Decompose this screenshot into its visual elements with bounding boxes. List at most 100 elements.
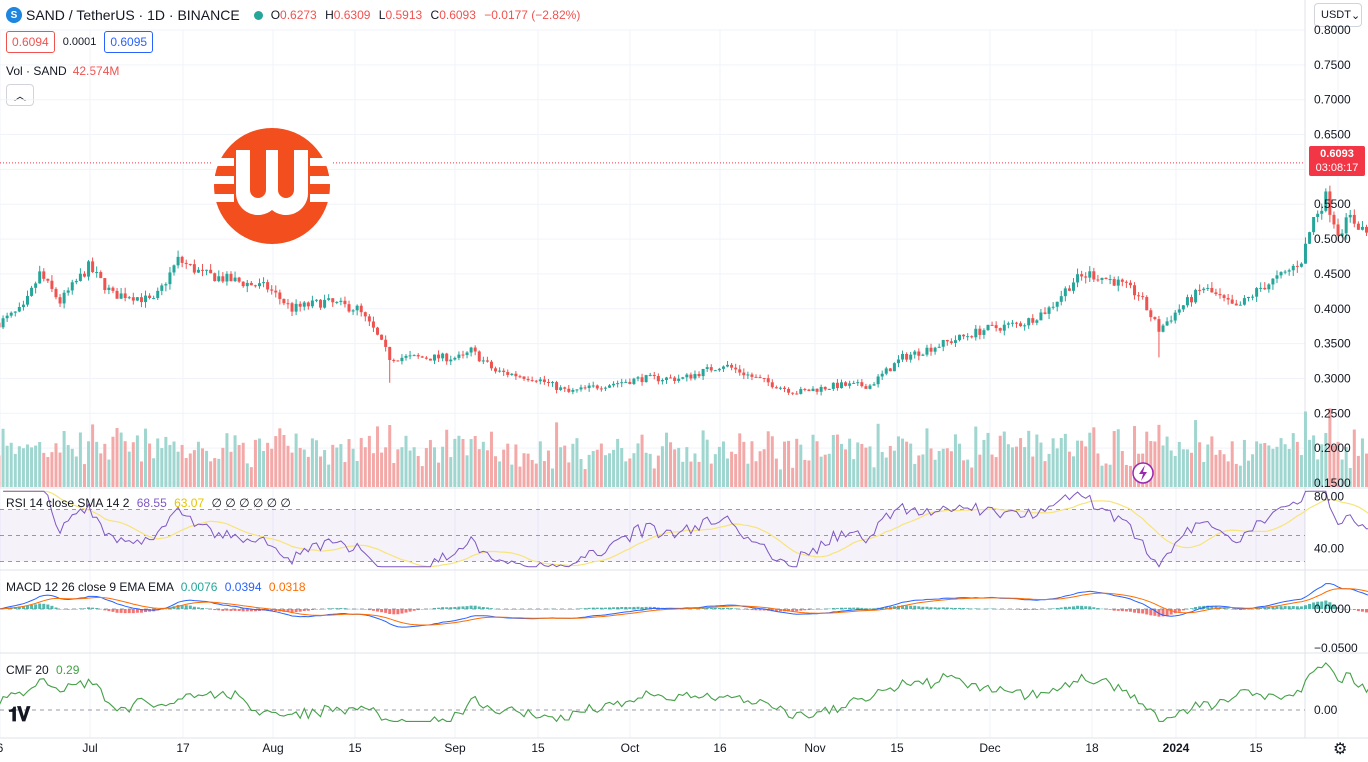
macd-hist-bar [46,604,50,609]
macd-hist-bar [1360,609,1364,612]
macd-hist-bar [913,605,917,609]
candle-body [351,310,355,312]
macd-hist-bar [477,606,481,609]
macd-hist-bar [567,609,571,610]
macd-hist-bar [986,608,990,610]
lightning-icon[interactable] [1132,462,1154,484]
candle-body [795,393,799,395]
macd-hist-bar [335,608,339,609]
macd-hist-bar [1043,609,1047,610]
macd-hist-bar [327,608,331,609]
candle-body [669,377,673,379]
candle-body [685,374,689,378]
gear-icon[interactable]: ⚙ [1333,741,1348,758]
candle-body [1344,217,1348,234]
candle-body [1173,312,1177,321]
symbol-title[interactable]: SAND / TetherUS · 1D · BINANCE [26,7,240,23]
volume-bar [347,439,351,487]
candle-body [469,347,473,353]
macd-hist-bar [945,607,949,609]
volume-bar [17,446,21,487]
collapse-legend-button[interactable]: ︿ [6,84,34,106]
volume-bar [1120,451,1124,487]
buy-button[interactable]: 0.6095 [104,31,154,53]
macd-hist-bar [1198,606,1202,609]
candle-body [70,282,74,291]
macd-hist-bar [1071,606,1075,609]
candle-body [327,298,331,300]
candle-body [1332,214,1336,225]
candle-body [945,339,949,342]
macd-hist-bar [1092,607,1096,609]
volume-bar [1279,438,1283,487]
sell-button[interactable]: 0.6094 [6,31,55,53]
volume-bar [1234,463,1238,487]
macd-hist-bar [485,607,489,609]
volume-bar [941,448,945,487]
volume-bar [1076,440,1080,487]
price-axis[interactable]: 0.1500 0.2000 0.2500 0.3000 0.3500 0.4000 0.45… [1314,23,1358,717]
candle-body [489,361,493,369]
cmf-pane [0,662,1368,723]
candle-body [1246,296,1250,299]
volume-bar [5,445,9,487]
candle-body [437,354,441,359]
candle-body [1067,288,1071,291]
candle-body [180,256,184,263]
macd-hist-bar [644,606,648,609]
volume-bar [0,455,1,487]
macd-hist-bar [58,609,62,610]
volume-bar [677,447,681,487]
macd-hist-bar [632,606,636,609]
volume-bar [1206,444,1210,487]
candle-body [1043,312,1047,314]
macd-hist-bar [412,609,416,611]
macd-hist-bar [498,609,502,610]
candle-body [831,382,835,389]
tradingview-logo[interactable]: 𝟏𝐕 [8,704,30,726]
candle-body [966,336,970,338]
volume-bar [742,441,746,487]
volume-bar [514,444,518,487]
candle-body [587,385,591,389]
candle-body [54,288,58,298]
volume-bar [880,452,884,487]
candle-body [335,301,339,303]
volume-bar [901,438,905,487]
volume-bar [1267,445,1271,487]
candle-body [1092,271,1096,280]
macd-hist-bar [701,608,705,609]
volume-bar [1291,433,1295,487]
volume-bar [506,443,510,487]
volume-bar [681,461,685,487]
candle-body [1324,191,1328,211]
candle-body [396,360,400,362]
volume-bar [575,438,579,487]
volume-bar [1088,432,1092,487]
candle-body [1010,322,1014,324]
macd-hist-bar [87,607,91,609]
currency-select[interactable]: USDT ⌄ [1314,3,1362,27]
volume-bar [1332,445,1336,487]
candle-body [1190,297,1194,303]
candle-body [514,373,518,377]
candle-body [266,282,270,290]
candle-body [551,382,555,384]
candle-body [909,354,913,360]
macd-hist-bar [522,609,526,610]
volume-bar [1112,431,1116,487]
volume-bar [1340,459,1344,487]
time-axis[interactable]: 6 Jul 17 Aug 15 Sep 15 Oct 16 Nov 15 Dec 18 2024 15 [0,741,1263,755]
candle-body [74,280,78,283]
candle-body [445,353,449,362]
macd-hist-bar [1356,609,1360,612]
candle-body [400,357,404,362]
macd-hist-bar [1141,609,1145,614]
candle-body [205,269,209,271]
volume-bar [42,452,46,487]
macd-hist-bar [721,607,725,609]
candle-body [164,284,168,286]
candle-body [689,374,693,379]
macd-hist-bar [123,609,127,614]
